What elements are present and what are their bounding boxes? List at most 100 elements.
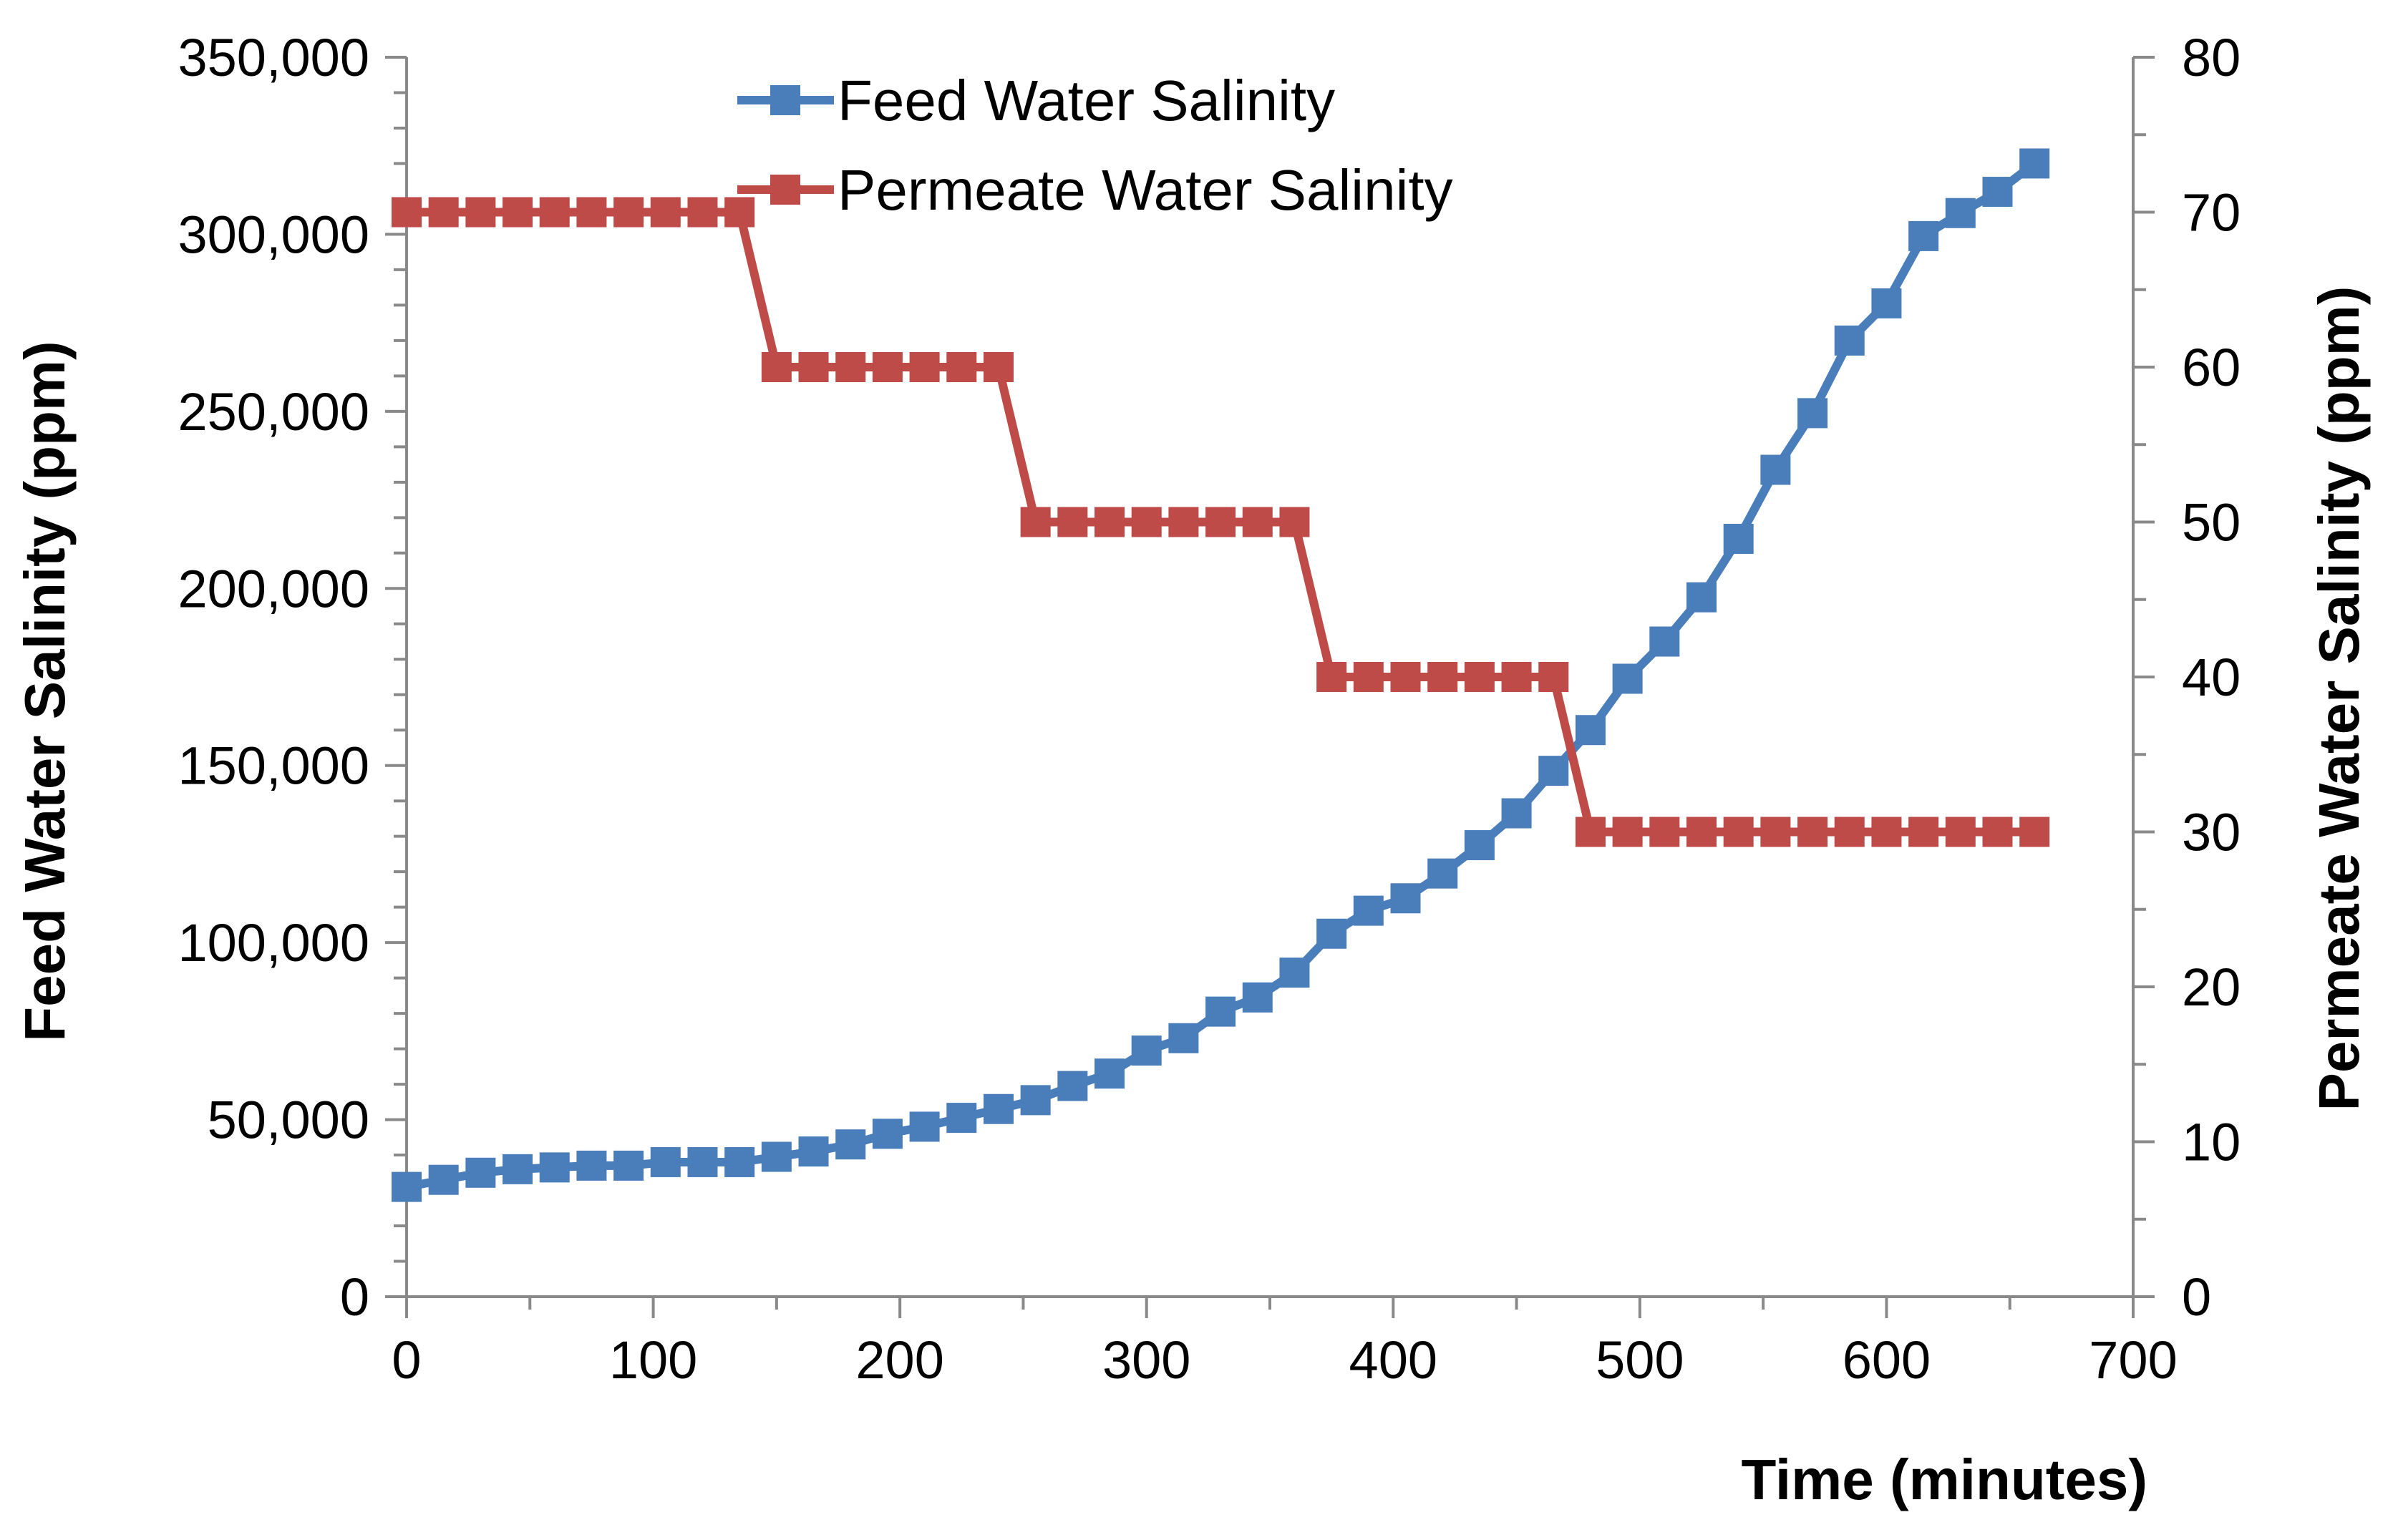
data-point [503,1154,533,1184]
data-point [1316,918,1347,949]
y2-tick-label: 30 [2182,803,2241,862]
y-tick-label: 0 [340,1267,369,1327]
chart-legend: Feed Water Salinity Permeate Water Salini… [737,69,1453,222]
chart-axes [405,57,2135,1298]
y-tick-label: 50,000 [208,1091,369,1150]
series-0 [392,148,2050,1202]
data-point [1760,454,1791,485]
y2-axis-title: Permeate Water Salinity (ppm) [2307,286,2371,1111]
data-point [1649,626,1680,657]
y-tick-label: 300,000 [178,205,370,264]
y2-tick-label: 20 [2182,957,2241,1017]
x-tick-label: 100 [609,1330,697,1390]
data-point [428,197,459,228]
data-point [1353,662,1384,692]
y-tick-label: 350,000 [178,28,370,87]
data-point [1279,957,1310,988]
data-point [1945,817,1976,847]
data-point [1871,817,1902,847]
data-point [1797,817,1828,847]
data-point [1686,817,1717,847]
data-point [1168,507,1199,537]
data-point [761,352,792,382]
y2-tick-label: 10 [2182,1113,2241,1172]
data-point [539,1152,570,1183]
data-point [613,1150,644,1181]
y-tick-label: 100,000 [178,913,370,973]
x-tick-label: 400 [1349,1330,1437,1390]
data-point [1020,1085,1051,1116]
chart-ticks: 0 50,000 100,000 150,000 200,000 250,000 300,0… [178,28,2241,1390]
data-point [650,1146,681,1177]
data-point [835,1129,866,1160]
data-point [983,352,1014,382]
data-point [687,197,718,228]
data-point [872,1119,903,1149]
data-point [1834,817,1865,847]
data-point [983,1093,1014,1124]
legend-marker [770,85,800,115]
series-line [405,160,2037,1191]
x-tick-label: 0 [392,1330,421,1390]
data-point [1723,817,1754,847]
x-tick-label: 600 [1843,1330,1931,1390]
data-point [909,352,940,382]
data-point [798,1136,829,1167]
data-point [1427,662,1458,692]
data-point [465,1157,496,1188]
data-point [465,197,496,228]
y-tick-label: 250,000 [178,382,370,442]
data-point [1464,662,1495,692]
data-point [1094,507,1125,537]
data-point [1242,982,1273,1013]
data-point [2019,148,2050,179]
y-axis-title: Feed Water Salinity (ppm) [13,341,77,1041]
data-point [1797,398,1828,429]
data-point [1834,325,1865,356]
data-point [1686,582,1717,613]
data-point [1908,220,1939,251]
data-point [946,352,977,382]
data-point [503,197,533,228]
data-point [1205,507,1236,537]
y2-tick-label: 40 [2182,648,2241,707]
data-point [1353,895,1384,926]
data-point [1168,1023,1199,1053]
data-point [1982,817,2013,847]
x-axis-title: Time (minutes) [1742,1448,2148,1511]
data-point [1057,507,1088,537]
data-point [1427,858,1458,889]
data-point [1501,662,1532,692]
y2-tick-label: 80 [2182,28,2241,87]
legend-entry: Permeate Water Salinity [737,158,1453,222]
data-point [576,197,607,228]
data-point [909,1111,940,1142]
y2-tick-label: 60 [2182,338,2241,397]
data-point [650,197,681,228]
data-point [539,197,570,228]
data-point [1316,662,1347,692]
data-point [1723,524,1754,555]
data-point [1205,996,1236,1027]
data-point [1982,177,2013,208]
data-point [392,197,422,228]
data-point [1057,1071,1088,1101]
y2-tick-label: 0 [2182,1267,2211,1327]
data-point [2019,817,2050,847]
data-point [687,1146,718,1177]
y-tick-label: 200,000 [178,559,370,618]
data-point [1390,662,1421,692]
data-point [1612,663,1643,694]
data-point [1575,715,1606,746]
data-point [724,197,755,228]
data-point [798,352,829,382]
data-point [1612,817,1643,847]
data-point [1131,507,1162,537]
series-1 [392,197,2050,847]
data-point [576,1150,607,1181]
legend-entry: Feed Water Salinity [737,69,1335,132]
data-point [1575,817,1606,847]
data-point [1945,198,1976,228]
x-tick-label: 300 [1102,1330,1190,1390]
